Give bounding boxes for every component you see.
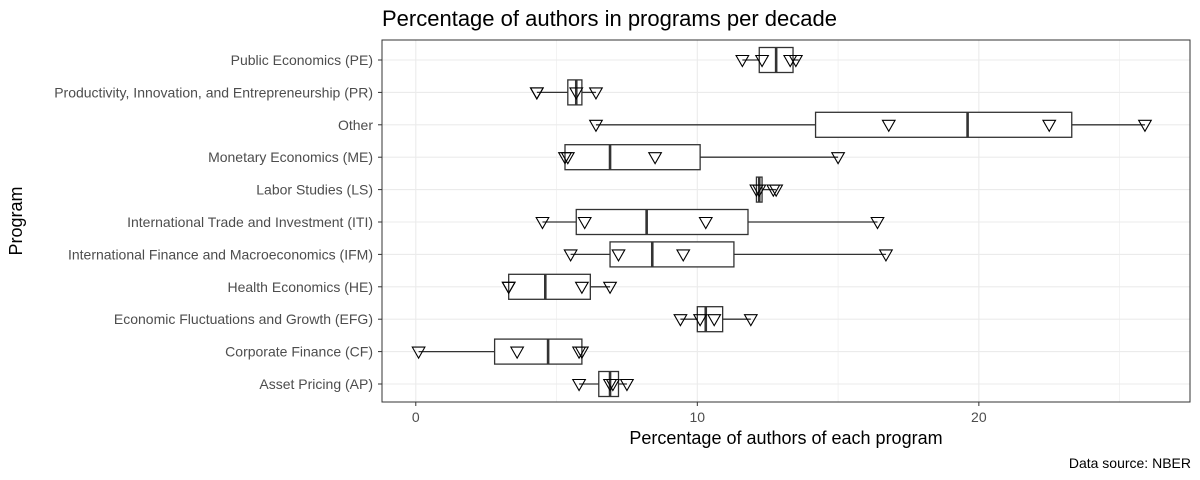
data-point: [692, 314, 708, 327]
box-group: [536, 79, 596, 106]
y-tick-label: Labor Studies (LS): [256, 182, 373, 198]
y-tick-label: Asset Pricing (AP): [259, 376, 373, 392]
x-tick-label: 20: [971, 409, 987, 425]
box: [567, 79, 583, 106]
data-point: [878, 249, 894, 263]
x-tick-labels: 0 10 20: [412, 402, 987, 425]
data-point: [574, 346, 590, 360]
data-point: [611, 249, 626, 263]
data-point: [706, 314, 722, 327]
box-group: [418, 338, 583, 365]
data-point: [743, 314, 759, 327]
data-point: [535, 216, 550, 230]
plot-border: [381, 39, 1191, 403]
box: [609, 241, 735, 268]
box-group: [742, 46, 799, 74]
box-group: [564, 144, 839, 171]
data-point: [675, 249, 691, 263]
data-point: [619, 378, 635, 392]
box: [508, 273, 591, 300]
box: [564, 144, 701, 171]
chart-title: Percentage of authors in programs per de…: [382, 6, 837, 31]
y-tick-label: International Trade and Investment (ITI): [127, 214, 373, 230]
data-point: [529, 87, 545, 101]
y-tick-label: Economic Fluctuations and Growth (EFG): [114, 311, 373, 327]
data-point: [602, 281, 618, 295]
data-point: [1041, 119, 1057, 133]
data-point: [768, 184, 784, 198]
y-tick-label: Corporate Finance (CF): [225, 344, 373, 360]
box: [575, 208, 749, 236]
y-tick-label: Other: [338, 117, 373, 133]
data-point: [754, 54, 770, 68]
y-tick-label: International Finance and Macroeconomics…: [68, 246, 373, 262]
boxes: [418, 46, 1145, 398]
data-point: [588, 87, 604, 101]
y-axis-title: Program: [6, 186, 26, 255]
data-point: [752, 184, 767, 198]
data-point: [588, 119, 604, 133]
data-point: [788, 54, 804, 68]
x-axis-title: Percentage of authors of each program: [629, 428, 942, 448]
box-group: [595, 111, 1145, 138]
box-group: [570, 241, 886, 268]
x-tick-label: 10: [690, 409, 706, 425]
y-tick-label: Health Economics (HE): [228, 279, 374, 295]
data-point: [735, 54, 750, 68]
data-point: [563, 249, 578, 263]
data-point: [509, 346, 525, 360]
box: [814, 111, 1073, 138]
data-point: [501, 281, 516, 295]
data-point: [881, 119, 897, 133]
data-point: [1137, 119, 1153, 133]
y-tick-label: Public Economics (PE): [231, 52, 373, 68]
data-point: [830, 152, 846, 165]
data-point: [411, 346, 426, 360]
box: [493, 338, 583, 365]
data-points: [411, 54, 1153, 392]
data-point: [574, 281, 590, 295]
data-point: [560, 152, 576, 165]
box-group: [508, 273, 611, 300]
y-tick-label: Monetary Economics (ME): [208, 149, 373, 165]
x-tick-label: 0: [412, 409, 420, 425]
data-point: [577, 216, 592, 230]
data-point: [647, 152, 663, 165]
data-point: [569, 87, 584, 101]
data-point: [605, 378, 621, 392]
y-tick-labels: Asset Pricing (AP) Corporate Finance (CF)…: [54, 52, 382, 392]
data-point: [673, 314, 688, 327]
box-group: [542, 208, 878, 236]
data-point: [870, 216, 885, 230]
data-point: [698, 216, 714, 230]
data-source-caption: Data source: NBER: [1069, 455, 1191, 471]
data-point: [571, 378, 587, 392]
y-tick-label: Productivity, Innovation, and Entreprene…: [54, 84, 373, 100]
